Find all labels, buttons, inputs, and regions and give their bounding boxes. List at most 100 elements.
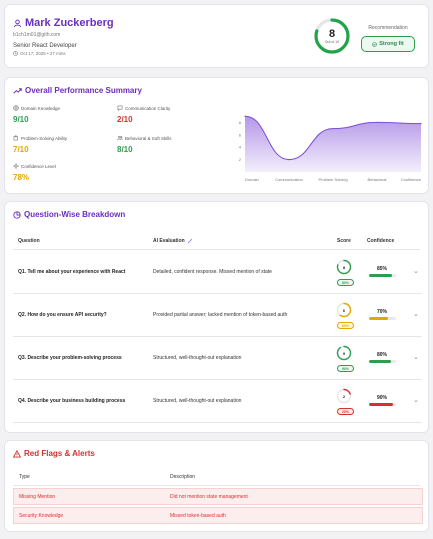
chart-point bbox=[288, 159, 290, 161]
red-flags-title: Red Flags & Alerts bbox=[13, 449, 95, 458]
chart-series-line bbox=[244, 115, 422, 161]
red-flag-type: Missing Mention bbox=[19, 494, 56, 500]
metric-label: Domain Knowledge bbox=[21, 105, 61, 111]
ai-evaluation-text: Structured, well-thought-out explanation bbox=[153, 355, 242, 361]
confidence-bar-fill bbox=[369, 360, 391, 363]
confidence-bar bbox=[369, 317, 396, 320]
x-tick-label: Domain bbox=[245, 177, 259, 182]
candidate-header-card: Mark Zuckerberg b1ch1m01@gith.com Senior… bbox=[4, 4, 429, 68]
question-text: Q1. Tell me about your experience with R… bbox=[18, 269, 126, 275]
candidate-name-text: Mark Zuckerberg bbox=[25, 17, 114, 29]
interview-date-text: Oct 17, 2025 • 27 mins bbox=[20, 51, 66, 56]
chart-point bbox=[420, 123, 422, 125]
warning-triangle-icon bbox=[13, 449, 21, 457]
chevron-down-icon[interactable]: ⌄ bbox=[413, 311, 419, 318]
y-tick-label: 8 bbox=[239, 120, 242, 125]
performance-title: Overall Performance Summary bbox=[13, 86, 142, 95]
question-breakdown-card: Question-Wise Breakdown Question AI Eval… bbox=[4, 201, 429, 433]
red-flags-title-text: Red Flags & Alerts bbox=[24, 449, 95, 458]
chart-point bbox=[332, 128, 334, 130]
sparkle-icon bbox=[13, 163, 19, 169]
divider bbox=[13, 485, 420, 486]
chart-area-fill bbox=[245, 116, 421, 172]
performance-summary-card: Overall Performance Summary Domain Knowl… bbox=[4, 77, 429, 194]
column-header-score: Score bbox=[337, 238, 351, 244]
score-percent-badge: 60% bbox=[337, 322, 354, 329]
y-tick-label: 6 bbox=[239, 132, 242, 137]
user-icon bbox=[13, 19, 22, 27]
metric-label: Problem-Solving Ability bbox=[21, 135, 68, 141]
x-tick-label: Confidence bbox=[401, 177, 422, 182]
divider bbox=[13, 249, 420, 250]
metric-value: 2/10 bbox=[117, 115, 133, 124]
column-header-question: Question bbox=[18, 238, 40, 244]
confidence-bar-fill bbox=[369, 274, 392, 277]
confidence-value: 85% bbox=[377, 266, 388, 272]
users-icon bbox=[117, 135, 123, 141]
red-flag-row: Security Knowledge Missed token-based au… bbox=[13, 507, 423, 524]
recommendation-badge[interactable]: Strong fit bbox=[361, 36, 415, 52]
x-tick-label: Behavioral bbox=[368, 177, 387, 182]
divider bbox=[13, 336, 422, 337]
ai-evaluation-text: Detailed, confident response. Missed men… bbox=[153, 269, 272, 275]
y-tick-label: 2 bbox=[239, 157, 242, 162]
overall-score: 8 bbox=[328, 28, 336, 40]
column-header-ai-evaluation-text: AI Evaluation bbox=[153, 238, 185, 244]
x-tick-label: Problem Solving bbox=[318, 177, 347, 182]
confidence-value: 90% bbox=[377, 395, 388, 401]
candidate-name: Mark Zuckerberg bbox=[13, 17, 114, 29]
confidence-bar-fill bbox=[369, 403, 394, 406]
globe-icon bbox=[13, 105, 19, 111]
confidence-bar bbox=[369, 360, 396, 363]
divider bbox=[13, 379, 422, 380]
metric-label: Behavioral & Soft Skills bbox=[125, 135, 172, 141]
red-flag-type: Security Knowledge bbox=[19, 513, 64, 519]
score-ring bbox=[336, 345, 352, 361]
metric-domain-knowledge: Domain Knowledge 9/10 bbox=[13, 105, 60, 124]
question-text: Q2. How do you ensure API security? bbox=[18, 312, 107, 318]
metric-value: 9/10 bbox=[13, 115, 29, 124]
breakdown-title-text: Question-Wise Breakdown bbox=[24, 210, 126, 219]
column-header-confidence: Confidence bbox=[367, 238, 395, 244]
divider bbox=[13, 293, 422, 294]
chevron-down-icon[interactable]: ⌄ bbox=[413, 397, 419, 404]
performance-area-chart: 8 6 4 2 Domain Communication Problem Solving B… bbox=[239, 115, 422, 182]
breakdown-title: Question-Wise Breakdown bbox=[13, 210, 125, 219]
overall-score-out-of: Out of 10 bbox=[324, 40, 340, 44]
trending-up-icon bbox=[13, 87, 22, 94]
x-tick-label: Communication bbox=[275, 177, 303, 182]
score-ring bbox=[336, 388, 352, 404]
red-flag-description: Missed token-based auth bbox=[170, 513, 226, 519]
breakdown-row[interactable]: Q1. Tell me about your experience with R… bbox=[5, 251, 430, 294]
confidence-bar bbox=[369, 403, 396, 406]
score-ring bbox=[336, 302, 352, 318]
metric-problem-solving: Problem-Solving Ability 7/10 bbox=[13, 135, 67, 154]
chart-point bbox=[244, 115, 246, 117]
score-value: 8 bbox=[342, 265, 346, 270]
clock-icon bbox=[13, 51, 18, 56]
column-header-description: Description bbox=[170, 474, 196, 480]
chevron-down-icon[interactable]: ⌄ bbox=[413, 354, 419, 361]
chevron-down-icon[interactable]: ⌄ bbox=[413, 268, 419, 275]
metric-value: 78% bbox=[13, 173, 30, 182]
score-value: 2 bbox=[342, 394, 346, 399]
recommendation-text: Strong fit bbox=[379, 41, 404, 47]
chat-bubble-icon bbox=[117, 105, 123, 111]
candidate-role: Senior React Developer bbox=[13, 43, 77, 49]
column-header-type: Type bbox=[19, 474, 30, 480]
divider bbox=[13, 422, 422, 423]
check-circle-icon bbox=[372, 41, 378, 47]
score-value: 6 bbox=[342, 308, 346, 313]
score-percent-badge: 20% bbox=[337, 408, 354, 415]
breakdown-row[interactable]: Q3. Describe your problem-solving proces… bbox=[5, 337, 430, 380]
y-tick-label: 4 bbox=[239, 145, 242, 150]
chart-point bbox=[376, 121, 378, 123]
metric-value: 7/10 bbox=[13, 145, 29, 154]
score-percent-badge: 90% bbox=[337, 365, 354, 372]
metric-value: 8/10 bbox=[117, 145, 133, 154]
breakdown-row[interactable]: Q2. How do you ensure API security? Prov… bbox=[5, 294, 430, 337]
magic-wand-icon bbox=[187, 238, 193, 244]
breakdown-row[interactable]: Q4. Describe your business building proc… bbox=[5, 380, 430, 423]
ai-evaluation-text: Structured, well-thought-out explanation bbox=[153, 398, 242, 404]
red-flag-row: Missing Mention Did not mention state ma… bbox=[13, 488, 423, 505]
